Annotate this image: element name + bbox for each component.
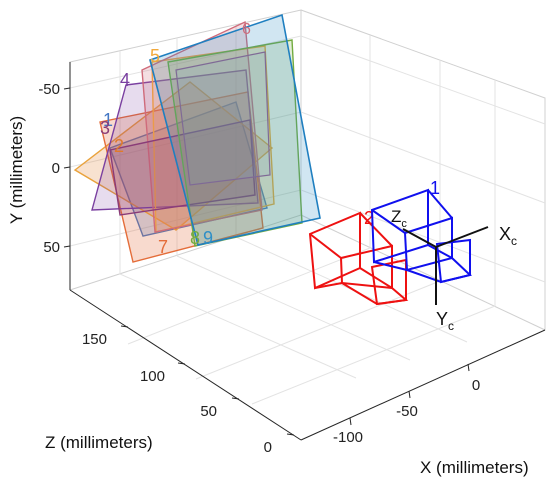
pattern-plane-inner <box>175 51 271 186</box>
pattern-label: 4 <box>120 70 130 90</box>
pattern-plane-7 <box>109 119 256 216</box>
x-axis-label: X (millimeters) <box>420 458 529 477</box>
y-axis-label: Y (millimeters) <box>7 116 26 224</box>
y-tick-labels: -50 0 50 <box>38 81 60 256</box>
pattern-label: 1 <box>103 110 113 130</box>
camera-axis-y-label: Yc <box>436 309 454 333</box>
pattern-label: 9 <box>203 228 213 248</box>
x-tick-label: -50 <box>396 403 418 420</box>
pattern-label: 7 <box>158 237 168 257</box>
camera-2 <box>308 211 409 306</box>
camera-axis-z-label: Zc <box>391 207 407 230</box>
axis-lines <box>63 62 546 441</box>
pattern-label: 6 <box>242 21 251 38</box>
x-tick-label: 0 <box>472 377 480 394</box>
camera-1 <box>370 188 473 284</box>
z-tick-labels: 0 50 100 150 <box>82 331 272 456</box>
y-tick-label: 0 <box>52 160 60 177</box>
y-tick-label: -50 <box>38 81 60 98</box>
camera-label: 2 <box>364 208 374 228</box>
x-tick-label: -100 <box>333 429 363 446</box>
camera-axis-x-label: Xc <box>499 224 517 248</box>
x-tick-labels: -100 -50 0 <box>333 377 480 446</box>
z-tick-label: 100 <box>140 368 165 385</box>
y-tick-label: 50 <box>43 239 60 256</box>
pattern-labels: 1 2 3 4 5 6 7 8 9 <box>100 21 251 257</box>
camera-label: 1 <box>430 178 440 198</box>
pattern-label: 3 <box>100 118 110 138</box>
pattern-plane-9 <box>149 13 321 246</box>
calibration-patterns <box>73 13 321 263</box>
pattern-label: 8 <box>190 228 200 248</box>
z-tick-label: 50 <box>200 403 217 420</box>
pattern-label: 2 <box>114 136 124 156</box>
z-axis-label: Z (millimeters) <box>45 433 153 452</box>
pattern-plane-8 <box>167 39 303 247</box>
z-tick-label: 150 <box>82 331 107 348</box>
pattern-label: 5 <box>150 46 160 66</box>
camera-axes <box>402 226 489 305</box>
pattern-plane-4 <box>91 69 259 211</box>
z-tick-label: 0 <box>264 439 272 456</box>
